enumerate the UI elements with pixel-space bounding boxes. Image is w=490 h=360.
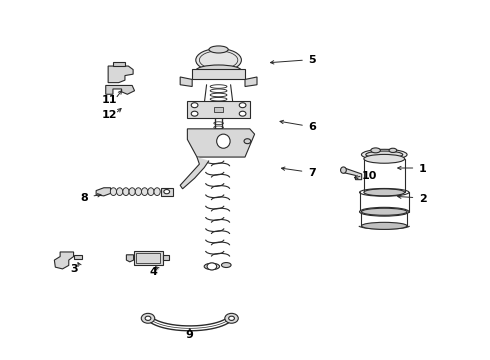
- Text: 2: 2: [419, 194, 427, 204]
- Bar: [161, 188, 173, 195]
- Ellipse shape: [110, 188, 117, 195]
- Text: 1: 1: [419, 165, 427, 174]
- Ellipse shape: [364, 189, 405, 196]
- Text: 12: 12: [102, 110, 117, 120]
- Ellipse shape: [360, 207, 409, 216]
- Bar: [113, 62, 125, 66]
- Text: 7: 7: [308, 168, 316, 178]
- Circle shape: [207, 263, 217, 270]
- Circle shape: [145, 316, 151, 320]
- Polygon shape: [245, 77, 257, 86]
- Polygon shape: [96, 188, 111, 196]
- Ellipse shape: [204, 263, 220, 270]
- Bar: [137, 253, 161, 263]
- Ellipse shape: [117, 188, 123, 195]
- Bar: [74, 255, 82, 259]
- Ellipse shape: [135, 188, 142, 195]
- Circle shape: [239, 111, 246, 116]
- Ellipse shape: [362, 208, 407, 215]
- Ellipse shape: [389, 148, 397, 153]
- Bar: [163, 255, 169, 260]
- Polygon shape: [106, 85, 135, 94]
- Bar: [187, 101, 250, 118]
- Ellipse shape: [196, 65, 242, 76]
- Circle shape: [191, 111, 198, 116]
- Circle shape: [164, 189, 170, 194]
- Ellipse shape: [129, 188, 135, 195]
- Ellipse shape: [142, 188, 148, 195]
- Ellipse shape: [371, 148, 380, 153]
- Polygon shape: [180, 77, 192, 86]
- Text: 9: 9: [186, 330, 194, 340]
- Bar: [192, 69, 245, 80]
- Circle shape: [191, 103, 198, 108]
- Text: 3: 3: [71, 264, 78, 274]
- Circle shape: [229, 316, 234, 320]
- Circle shape: [239, 103, 246, 108]
- Text: 5: 5: [308, 55, 316, 65]
- Circle shape: [244, 139, 251, 144]
- Ellipse shape: [341, 167, 346, 173]
- Text: 4: 4: [150, 267, 158, 278]
- Ellipse shape: [209, 46, 228, 53]
- Ellipse shape: [364, 154, 405, 163]
- Text: 11: 11: [102, 95, 117, 104]
- Polygon shape: [180, 157, 209, 189]
- Text: 6: 6: [308, 122, 316, 132]
- Polygon shape: [126, 255, 134, 262]
- Text: 10: 10: [362, 171, 377, 181]
- Circle shape: [225, 313, 238, 323]
- Ellipse shape: [221, 262, 231, 267]
- Bar: [134, 251, 163, 265]
- Ellipse shape: [217, 134, 230, 148]
- Ellipse shape: [123, 188, 129, 195]
- Ellipse shape: [196, 49, 242, 72]
- Polygon shape: [343, 168, 362, 180]
- Ellipse shape: [362, 149, 407, 160]
- Ellipse shape: [154, 188, 160, 195]
- Ellipse shape: [366, 151, 403, 158]
- Polygon shape: [187, 129, 255, 157]
- Circle shape: [141, 313, 155, 323]
- Polygon shape: [54, 252, 74, 269]
- Ellipse shape: [148, 188, 154, 195]
- Bar: [214, 107, 223, 112]
- Polygon shape: [108, 66, 133, 83]
- Ellipse shape: [362, 222, 407, 229]
- Text: 8: 8: [80, 193, 88, 203]
